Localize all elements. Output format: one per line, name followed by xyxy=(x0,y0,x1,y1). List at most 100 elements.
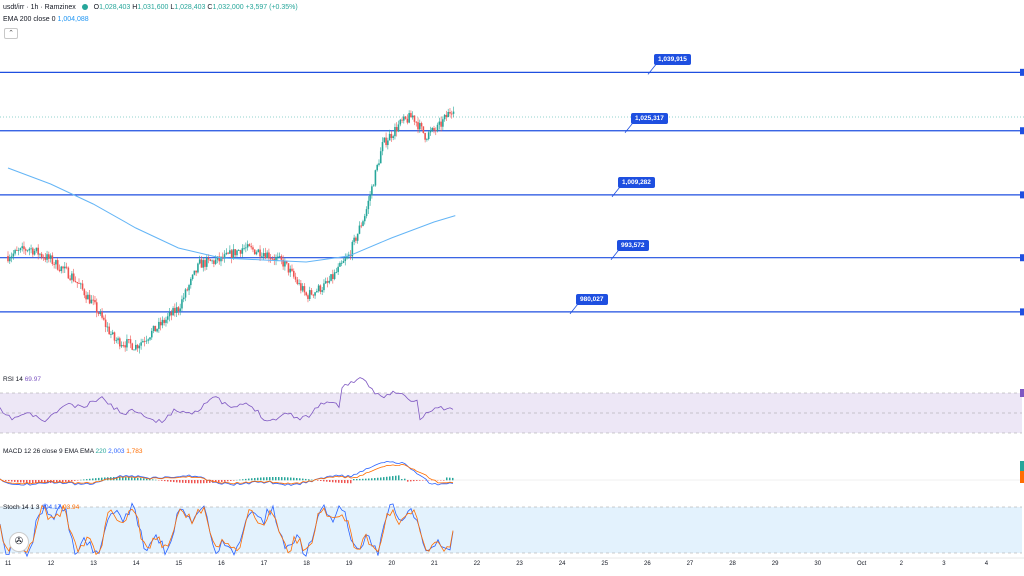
level-label[interactable]: 993,572 xyxy=(617,239,649,251)
time-tick-label: 15 xyxy=(175,561,183,567)
macd-hist-bar xyxy=(137,477,139,481)
candle-body xyxy=(225,252,228,255)
macd-hist-bar xyxy=(35,480,37,484)
macd-hist-bar xyxy=(143,478,145,481)
candle-body xyxy=(97,312,100,315)
candle-body xyxy=(319,285,322,292)
candle-body xyxy=(16,250,18,251)
macd-hist-bar xyxy=(83,479,85,481)
candle-body xyxy=(216,256,219,260)
rsi-label: RSI 14 xyxy=(3,376,23,383)
candle-body xyxy=(417,122,419,130)
candle-body xyxy=(317,285,320,292)
candle-body xyxy=(53,263,55,265)
stoch-legend[interactable]: Stoch 14 1 3 104.17 93.94 xyxy=(3,504,79,511)
macd-hist-bar xyxy=(392,476,394,481)
candle-body xyxy=(266,252,268,259)
macd-line xyxy=(0,460,454,486)
candle-body xyxy=(69,278,71,280)
macd-hist-bar xyxy=(257,477,259,481)
candle-body xyxy=(363,216,366,222)
macd-legend[interactable]: MACD 12 26 close 9 EMA EMA 220 2,003 1,7… xyxy=(3,448,143,455)
level-marker xyxy=(1020,68,1024,76)
candle-body xyxy=(131,343,134,350)
candle-body xyxy=(262,253,265,257)
candle-body xyxy=(395,127,398,132)
candle-body xyxy=(381,142,384,152)
candle-body xyxy=(351,241,354,257)
macd-hist-bar xyxy=(419,480,421,481)
stoch-d-value: 93.94 xyxy=(63,504,80,511)
candle-body xyxy=(330,274,332,281)
candle-body xyxy=(46,254,48,260)
level-marker xyxy=(1020,191,1024,199)
candle-body xyxy=(28,248,31,251)
candle-body xyxy=(24,249,27,251)
candle-body xyxy=(177,307,180,312)
candle-body xyxy=(408,113,410,123)
macd-hist-bar xyxy=(104,477,106,481)
candle-body xyxy=(252,247,254,250)
level-label[interactable]: 980,027 xyxy=(576,293,608,305)
candle-body xyxy=(166,316,169,320)
macd-hist-bar xyxy=(317,480,319,481)
candle-body xyxy=(399,119,402,125)
symbol-title[interactable]: usdt/irr · 1h · Ramzinex xyxy=(3,4,76,11)
time-tick-label: 23 xyxy=(516,561,523,567)
candle-body xyxy=(324,281,327,284)
candle-body xyxy=(214,259,217,264)
time-tick-label: 14 xyxy=(132,561,140,567)
level-label[interactable]: 1,009,282 xyxy=(618,176,655,188)
candle-body xyxy=(392,136,394,139)
candle-body xyxy=(387,140,389,146)
macd-hist-bar xyxy=(200,480,202,484)
macd-hist-bar xyxy=(284,477,286,481)
candle-body xyxy=(342,261,345,263)
candle-body xyxy=(165,319,167,323)
macd-hist-bar xyxy=(17,480,19,483)
candle-body xyxy=(356,233,359,241)
candle-body xyxy=(344,258,347,262)
candle-body xyxy=(175,307,178,313)
collapse-legend-button[interactable]: ⌃ xyxy=(4,28,18,39)
candle-body xyxy=(257,249,260,253)
stoch-label: Stoch 14 1 3 xyxy=(3,504,40,511)
macd-hist-bar xyxy=(272,477,274,481)
macd-hist-bar xyxy=(380,477,382,481)
rsi-legend[interactable]: RSI 14 69.97 xyxy=(3,376,41,383)
level-label[interactable]: 1,039,915 xyxy=(654,54,691,66)
candle-body xyxy=(307,295,309,299)
candle-body xyxy=(79,283,82,285)
level-label[interactable]: 1,025,317 xyxy=(631,112,668,124)
candle-body xyxy=(120,345,123,347)
candle-body xyxy=(442,119,444,127)
ema-legend[interactable]: EMA 200 close 0 1,004,088 xyxy=(3,16,89,23)
candle-body xyxy=(33,250,36,255)
candle-body xyxy=(420,123,423,127)
candles xyxy=(7,106,455,354)
candle-body xyxy=(434,130,437,131)
candle-body xyxy=(230,250,233,259)
macd-hist-bar xyxy=(308,479,310,481)
macd-hist-bar xyxy=(251,478,253,481)
macd-hist-bar xyxy=(218,480,220,483)
macd-hist-bar xyxy=(191,480,193,484)
macd-hist-bar xyxy=(29,480,31,484)
macd-hist-bar xyxy=(239,479,241,481)
macd-hist-bar xyxy=(329,480,331,482)
candle-body xyxy=(245,247,247,249)
time-tick-label: 13 xyxy=(90,561,97,567)
macd-hist-bar xyxy=(356,478,358,481)
low-value: 1,028,403 xyxy=(174,4,206,11)
macd-hist-bar xyxy=(362,478,364,481)
candle-body xyxy=(67,267,70,279)
candle-body xyxy=(429,130,432,133)
tradingview-logo-icon[interactable]: ✇ xyxy=(9,532,29,552)
macd-hist-bar xyxy=(206,480,208,484)
candle-body xyxy=(388,133,391,141)
candle-body xyxy=(337,266,339,272)
candle-body xyxy=(278,256,281,257)
candle-body xyxy=(296,279,299,284)
macd-value: 2,003 xyxy=(108,448,125,455)
